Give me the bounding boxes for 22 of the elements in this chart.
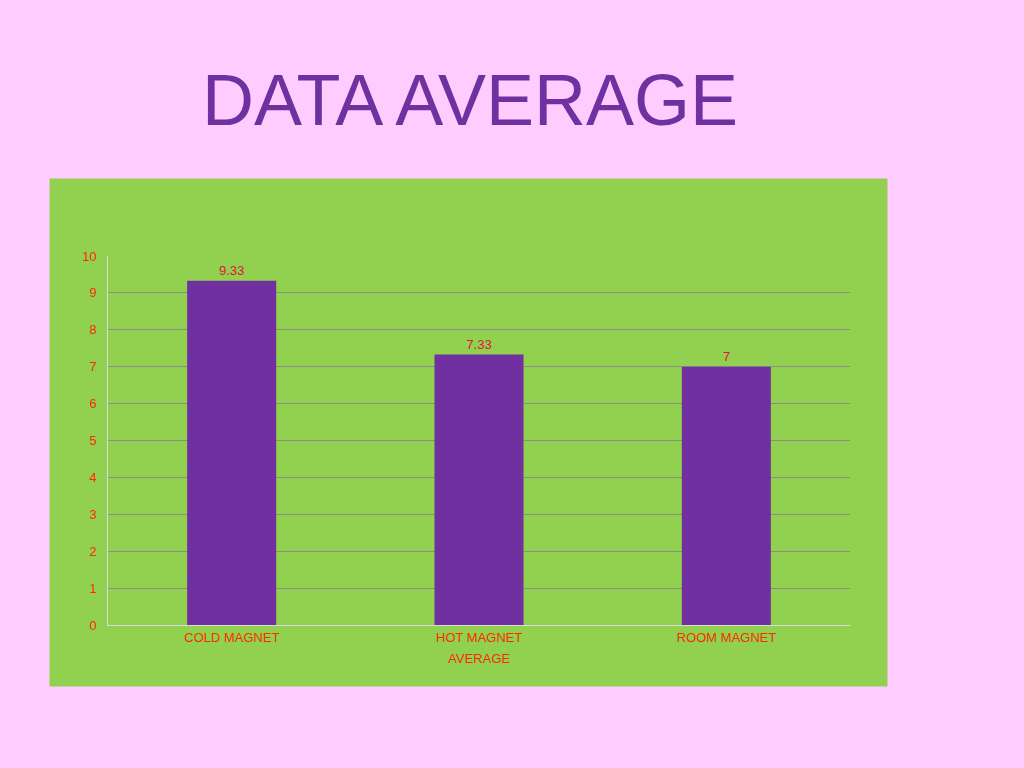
y-tick-label: 3 [89,506,97,522]
y-tick-label: 0 [89,617,97,633]
data-label: 7.33 [466,336,492,352]
y-tick-label: 9 [89,285,97,301]
bar [681,366,771,625]
y-tick-label: 7 [89,359,97,375]
x-axis-title: AVERAGE [448,651,511,667]
y-tick-label: 10 [81,248,97,264]
data-label: 9.33 [219,262,245,278]
y-tick-label: 8 [89,322,97,338]
y-tick-label: 6 [89,396,97,412]
data-label: 7 [722,348,730,364]
y-tick-label: 5 [89,433,97,449]
x-tick-label: HOT MAGNET [435,629,523,645]
bar [434,354,524,625]
chart-title: DATA AVERAGE [201,60,739,141]
x-tick-label: COLD MAGNET [184,629,280,645]
y-tick-label: 2 [89,543,97,559]
y-tick-label: 4 [89,469,97,485]
x-tick-label: ROOM MAGNET [676,629,777,645]
bar [187,280,277,625]
y-tick-label: 1 [89,580,97,596]
